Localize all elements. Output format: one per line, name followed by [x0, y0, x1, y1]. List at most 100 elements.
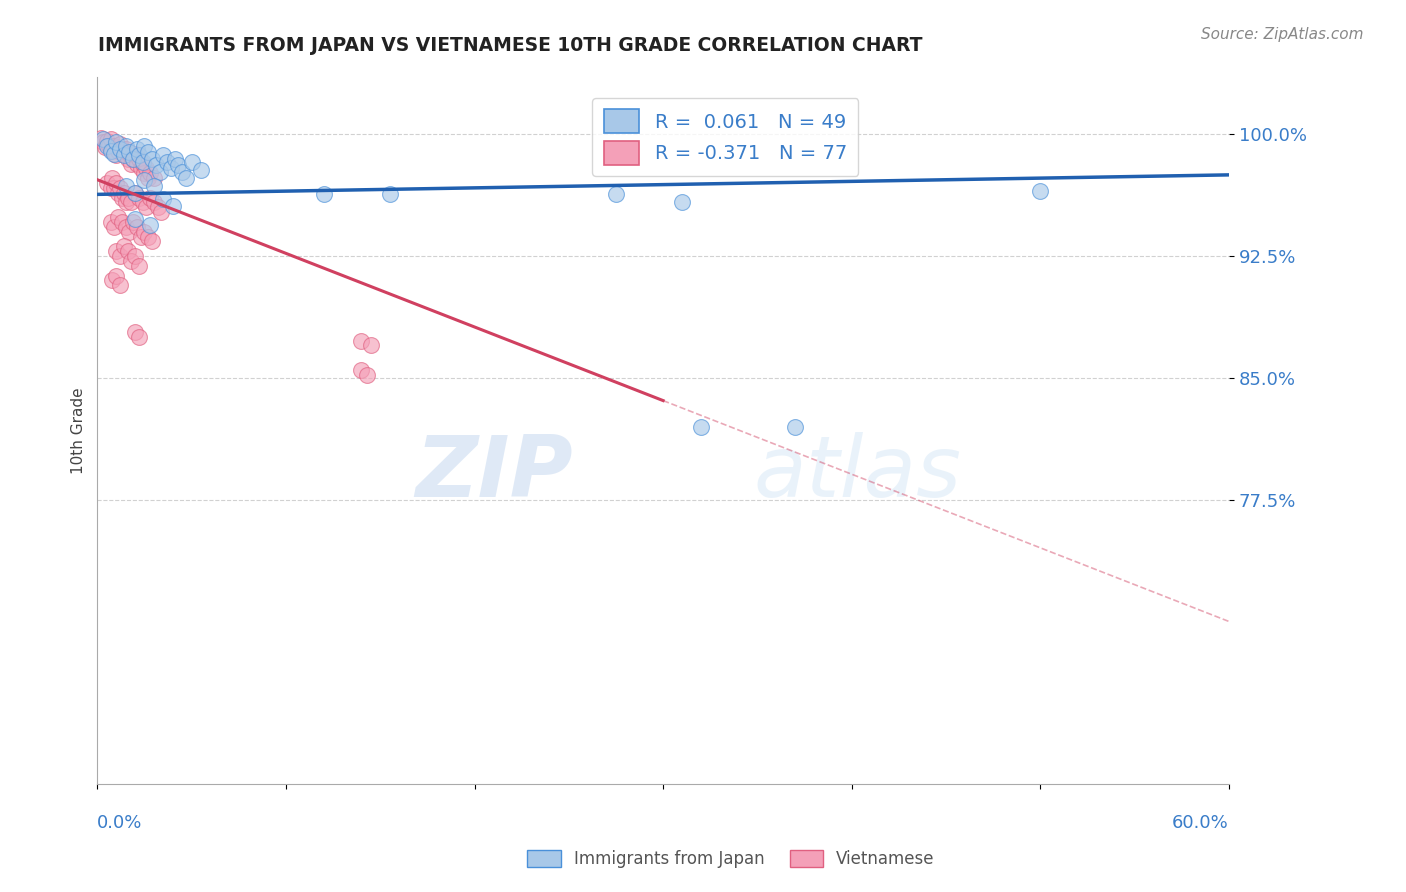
- Point: [105, 268, 128, 283]
- Point: [605, 187, 627, 202]
- Point: [134, 138, 156, 153]
- Point: [120, 156, 142, 170]
- Point: [118, 146, 141, 161]
- Point: [134, 166, 156, 180]
- Point: [124, 146, 146, 161]
- Point: [139, 191, 162, 205]
- Point: [117, 244, 139, 259]
- Point: [105, 244, 128, 259]
- Point: [94, 140, 117, 154]
- Point: [103, 181, 125, 195]
- Point: [141, 152, 163, 166]
- Point: [180, 154, 202, 169]
- Text: IMMIGRANTS FROM JAPAN VS VIETNAMESE 10TH GRADE CORRELATION CHART: IMMIGRANTS FROM JAPAN VS VIETNAMESE 10TH…: [98, 36, 922, 54]
- Legend: R =  0.061   N = 49, R = -0.371   N = 77: R = 0.061 N = 49, R = -0.371 N = 77: [592, 98, 859, 177]
- Point: [149, 164, 172, 178]
- Point: [152, 192, 174, 206]
- Point: [105, 176, 128, 190]
- Point: [312, 187, 335, 202]
- Point: [1029, 184, 1052, 198]
- Point: [350, 334, 373, 348]
- Point: [356, 368, 378, 382]
- Point: [125, 219, 148, 234]
- Point: [107, 186, 129, 200]
- Y-axis label: 10th Grade: 10th Grade: [72, 387, 86, 474]
- Point: [101, 144, 124, 158]
- Point: [100, 215, 122, 229]
- Point: [125, 142, 148, 156]
- Point: [160, 161, 183, 176]
- Point: [114, 138, 136, 153]
- Point: [135, 161, 157, 176]
- Text: Source: ZipAtlas.com: Source: ZipAtlas.com: [1201, 27, 1364, 42]
- Point: [689, 419, 711, 434]
- Point: [108, 278, 131, 293]
- Point: [360, 338, 382, 352]
- Point: [105, 148, 128, 162]
- Text: ZIP: ZIP: [415, 432, 572, 515]
- Point: [129, 229, 152, 244]
- Point: [108, 136, 131, 151]
- Point: [122, 152, 145, 166]
- Point: [163, 152, 186, 166]
- Point: [100, 181, 122, 195]
- Point: [128, 148, 150, 162]
- Point: [190, 163, 212, 178]
- Point: [120, 254, 142, 268]
- Point: [117, 191, 139, 205]
- Point: [145, 158, 167, 172]
- Point: [114, 219, 136, 234]
- Point: [111, 142, 134, 156]
- Point: [111, 191, 134, 205]
- Point: [103, 138, 125, 153]
- Point: [131, 156, 153, 170]
- Point: [124, 186, 146, 200]
- Point: [136, 145, 159, 160]
- Point: [152, 148, 174, 162]
- Point: [125, 156, 148, 170]
- Point: [107, 210, 129, 224]
- Point: [124, 211, 146, 226]
- Point: [108, 142, 131, 156]
- Point: [378, 187, 401, 202]
- Legend: Immigrants from Japan, Vietnamese: Immigrants from Japan, Vietnamese: [520, 843, 942, 875]
- Point: [124, 249, 146, 263]
- Point: [167, 158, 190, 172]
- Point: [162, 199, 184, 213]
- Point: [101, 273, 124, 287]
- Point: [671, 195, 693, 210]
- Point: [96, 134, 118, 148]
- Point: [111, 215, 134, 229]
- Point: [120, 195, 142, 210]
- Point: [122, 152, 145, 166]
- Point: [139, 218, 162, 232]
- Point: [128, 259, 150, 273]
- Point: [131, 195, 153, 210]
- Point: [96, 138, 118, 153]
- Point: [128, 330, 150, 344]
- Point: [107, 144, 129, 158]
- Point: [124, 326, 146, 340]
- Point: [105, 136, 128, 150]
- Point: [128, 152, 150, 166]
- Point: [174, 171, 197, 186]
- Point: [136, 171, 159, 186]
- Point: [100, 144, 122, 158]
- Point: [135, 200, 157, 214]
- Point: [142, 171, 165, 186]
- Point: [129, 161, 152, 176]
- Point: [112, 148, 135, 162]
- Point: [114, 195, 136, 210]
- Point: [91, 132, 114, 146]
- Point: [101, 171, 124, 186]
- Point: [142, 195, 165, 210]
- Point: [139, 166, 162, 180]
- Point: [134, 173, 156, 187]
- Point: [136, 229, 159, 244]
- Point: [96, 176, 118, 190]
- Point: [100, 132, 122, 146]
- Text: atlas: atlas: [754, 432, 962, 515]
- Point: [172, 164, 194, 178]
- Point: [131, 154, 153, 169]
- Point: [103, 146, 125, 161]
